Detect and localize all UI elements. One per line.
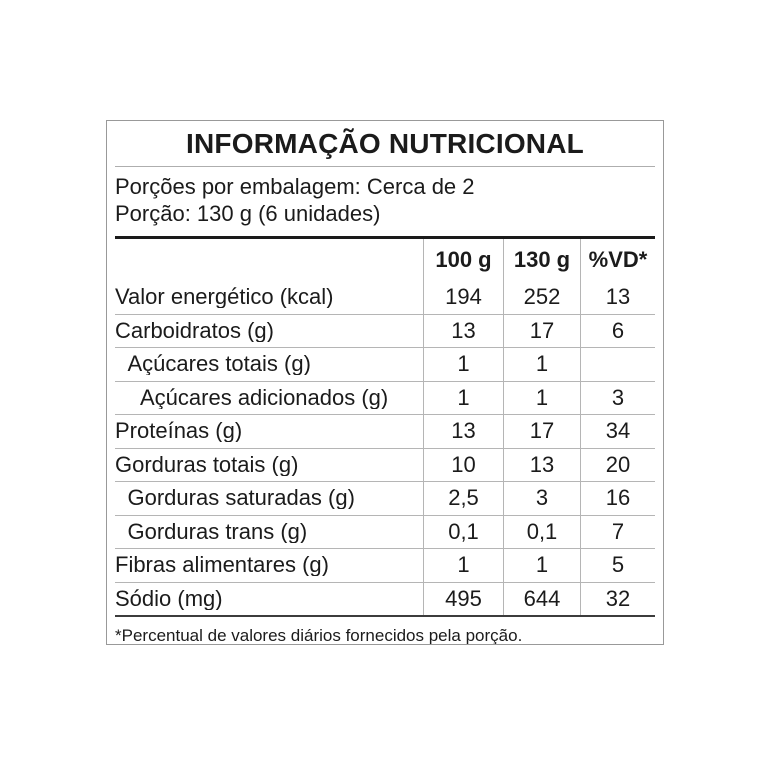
header-heavy-rule: [115, 236, 655, 239]
row-label: Fibras alimentares (g): [115, 554, 329, 577]
table-row: Gorduras saturadas (g) 2,5 3 16: [115, 481, 655, 515]
row-label: Açúcares totais (g): [127, 353, 311, 376]
row-label: Valor energético (kcal): [115, 286, 334, 309]
value-100g: 0,1: [423, 515, 503, 548]
table-header-row: 100 g 130 g %VD*: [115, 239, 655, 281]
row-label: Gorduras saturadas (g): [127, 487, 355, 510]
value-vd: [580, 348, 655, 381]
table-row: Valor energético (kcal) 194 252 13: [115, 281, 655, 314]
value-130g: 13: [503, 448, 580, 481]
value-100g: 495: [423, 582, 503, 615]
table-row: Gorduras totais (g) 10 13 20: [115, 447, 655, 481]
header-col-vd: %VD*: [580, 239, 655, 281]
table-row: Proteínas (g) 13 17 34: [115, 414, 655, 448]
row-label: Sódio (mg): [115, 587, 223, 610]
header-col-100g: 100 g: [423, 239, 503, 281]
value-vd: 5: [580, 549, 655, 582]
value-130g: 1: [503, 381, 580, 414]
nutrition-label: INFORMAÇÃO NUTRICIONAL Porções por embal…: [106, 120, 664, 645]
value-100g: 13: [423, 314, 503, 347]
value-130g: 3: [503, 482, 580, 515]
value-vd: 3: [580, 381, 655, 414]
value-130g: 17: [503, 314, 580, 347]
row-label: Proteínas (g): [115, 420, 243, 443]
value-130g: 644: [503, 582, 580, 615]
value-100g: 1: [423, 381, 503, 414]
serving-size: Porção: 130 g (6 unidades): [115, 201, 381, 226]
value-130g: 0,1: [503, 515, 580, 548]
value-vd: 6: [580, 314, 655, 347]
title-row: INFORMAÇÃO NUTRICIONAL: [107, 121, 663, 166]
value-100g: 194: [423, 281, 503, 314]
row-label: Gorduras totais (g): [115, 453, 299, 476]
servings-per-package: Porções por embalagem: Cerca de 2: [115, 174, 475, 199]
value-100g: 1: [423, 348, 503, 381]
value-130g: 1: [503, 348, 580, 381]
value-100g: 1: [423, 549, 503, 582]
table-row: Gorduras trans (g) 0,1 0,1 7: [115, 514, 655, 548]
value-vd: 34: [580, 415, 655, 448]
value-vd: 7: [580, 515, 655, 548]
title-divider: [115, 166, 655, 167]
footnote: *Percentual de valores diários fornecido…: [115, 626, 523, 645]
table-row: Carboidratos (g) 13 17 6: [115, 313, 655, 347]
row-label: Açúcares adicionados (g): [140, 386, 389, 409]
value-100g: 13: [423, 415, 503, 448]
table-rows: Valor energético (kcal) 194 252 13 Carbo…: [115, 281, 655, 615]
value-130g: 17: [503, 415, 580, 448]
value-130g: 1: [503, 549, 580, 582]
table-row: Açúcares totais (g) 1 1: [115, 347, 655, 381]
value-vd: 13: [580, 281, 655, 314]
row-label: Gorduras trans (g): [127, 520, 308, 543]
table-row: Fibras alimentares (g) 1 1 5: [115, 548, 655, 582]
value-vd: 32: [580, 582, 655, 615]
value-100g: 10: [423, 448, 503, 481]
serving-info: Porções por embalagem: Cerca de 2 Porção…: [107, 167, 663, 236]
value-100g: 2,5: [423, 482, 503, 515]
label-title: INFORMAÇÃO NUTRICIONAL: [186, 127, 584, 159]
value-vd: 20: [580, 448, 655, 481]
header-col-130g: 130 g: [503, 239, 580, 281]
row-label: Carboidratos (g): [115, 319, 274, 342]
value-vd: 16: [580, 482, 655, 515]
nutrition-table: 100 g 130 g %VD* Valor energético (kcal)…: [115, 239, 655, 615]
footer-rule: [115, 615, 655, 617]
table-row: Sódio (mg) 495 644 32: [115, 581, 655, 615]
value-130g: 252: [503, 281, 580, 314]
table-row: Açúcares adicionados (g) 1 1 3: [115, 380, 655, 414]
